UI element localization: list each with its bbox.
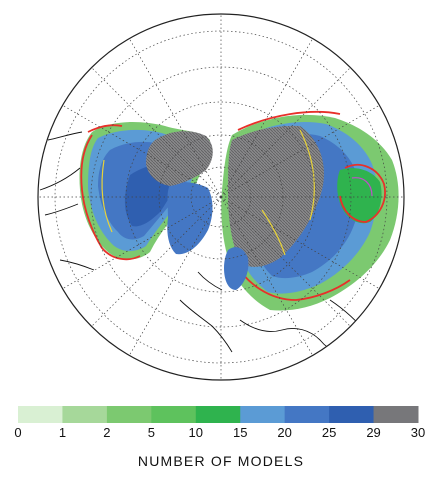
graticule — [38, 14, 404, 380]
colorbar-tick-label: 15 — [233, 425, 247, 440]
legend-title: NUMBER OF MODELS — [138, 453, 304, 469]
colorbar-tick-label: 29 — [366, 425, 380, 440]
colorbar-swatch-1 — [62, 406, 108, 423]
colorbar-tick-label: 1 — [59, 425, 66, 440]
colorbar-tick-label: 5 — [148, 425, 155, 440]
globe-outline — [37, 13, 405, 381]
eurasia-snow-cover — [221, 110, 399, 311]
colorbar-tick-label: 30 — [411, 425, 425, 440]
colorbar-swatch-2 — [106, 406, 152, 423]
colorbar-tick-labels: 0 1 2 5 10 15 20 25 29 30 — [14, 425, 425, 440]
colorbar-swatch-4 — [195, 406, 241, 423]
arctic-archipelago-gray — [146, 131, 213, 186]
colorbar-swatch-6 — [284, 406, 330, 423]
colorbar-tick-label: 0 — [14, 425, 21, 440]
greenland-ice — [167, 182, 213, 255]
colorbar-legend — [18, 406, 419, 423]
colorbar-swatch-3 — [151, 406, 197, 423]
scandinavia-snow — [224, 247, 249, 290]
colorbar-swatch-5 — [240, 406, 286, 423]
colorbar-tick-label: 25 — [322, 425, 336, 440]
colorbar-swatch-7 — [329, 406, 375, 423]
colorbar-swatch-0 — [18, 406, 63, 423]
colorbar-swatch-8 — [373, 406, 419, 423]
colorbar-tick-label: 2 — [103, 425, 110, 440]
map-layers — [38, 14, 404, 380]
colorbar-tick-label: 10 — [189, 425, 203, 440]
colorbar-tick-label: 20 — [277, 425, 291, 440]
